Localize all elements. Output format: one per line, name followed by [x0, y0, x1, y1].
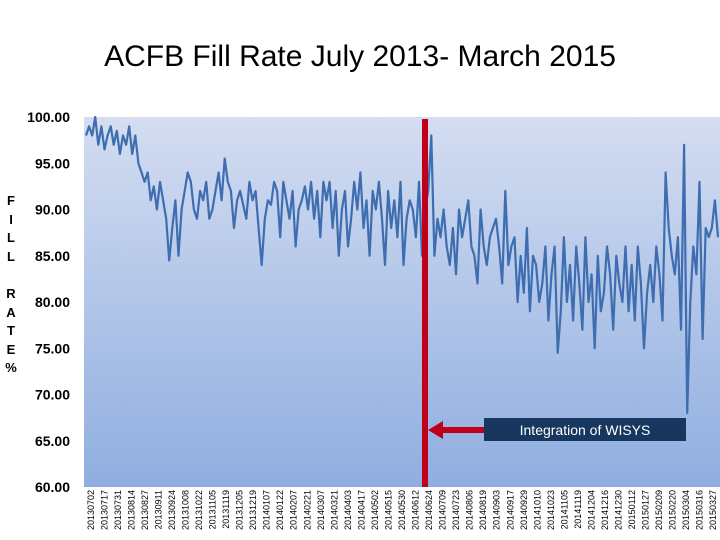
x-tick-label: 20131219: [248, 490, 258, 530]
x-tick-label: 20140307: [316, 490, 326, 530]
chart-title: ACFB Fill Rate July 2013- March 2015: [104, 40, 616, 73]
x-tick-label: 20150327: [708, 490, 718, 530]
y-axis-label-letter: A: [6, 304, 16, 320]
y-axis-label-letter: R: [6, 285, 16, 301]
y-axis-label-letter: T: [7, 323, 15, 339]
x-tick-label: 20131022: [194, 490, 204, 530]
x-tick-label: 20150316: [695, 490, 705, 530]
y-tick-label: 75.00: [35, 340, 70, 356]
x-tick-label: 20130702: [86, 490, 96, 530]
x-tick-label: 20131105: [208, 490, 218, 529]
x-tick-label: 20141023: [546, 490, 556, 530]
y-tick-label: 90.00: [35, 202, 70, 218]
x-tick-label: 20150127: [641, 490, 651, 530]
x-tick-label: 20141105: [559, 490, 569, 529]
y-axis-label-letter: L: [7, 230, 15, 246]
x-tick-label: 20141119: [573, 490, 583, 529]
x-tick-label: 20150220: [668, 490, 678, 530]
x-tick-label: 20130827: [140, 490, 150, 530]
x-tick-label: 20141010: [532, 490, 542, 530]
y-axis-label-letter: L: [7, 248, 15, 264]
y-axis-label-letter: I: [9, 211, 13, 227]
x-tick-label: 20150304: [681, 490, 691, 530]
x-tick-label: 20130717: [99, 490, 109, 530]
x-tick-label: 20141230: [614, 490, 624, 530]
x-tick-label: 20140819: [478, 490, 488, 530]
x-tick-label: 20140321: [329, 490, 339, 530]
x-tick-label: 20140806: [465, 490, 475, 530]
x-tick-label: 20140723: [451, 490, 461, 530]
x-tick-label: 20140403: [343, 490, 353, 530]
x-tick-label: 20140515: [383, 490, 393, 530]
annotation-box: [484, 418, 686, 441]
x-tick-label: 20140502: [370, 490, 380, 530]
y-tick-label: 100.00: [27, 109, 70, 125]
x-tick-label: 20140624: [424, 490, 434, 530]
x-tick-label: 20130911: [153, 490, 163, 529]
x-tick-label: 20131119: [221, 490, 231, 529]
y-tick-label: 70.00: [35, 387, 70, 403]
x-tick-label: 20140107: [262, 490, 272, 530]
y-axis-label-letter: %: [5, 360, 17, 376]
x-tick-label: 20140221: [302, 490, 312, 530]
x-tick-label: 20140903: [492, 490, 502, 530]
y-tick-label: 80.00: [35, 294, 70, 310]
x-tick-label: 20130814: [126, 490, 136, 530]
y-tick-label: 95.00: [35, 155, 70, 171]
x-tick-label: 20130924: [167, 490, 177, 530]
x-tick-label: 20131205: [235, 490, 245, 530]
x-tick-label: 20140929: [519, 490, 529, 530]
x-tick-label: 20140612: [411, 490, 421, 530]
y-axis-label-letter: E: [6, 341, 16, 357]
integration-arrow: [428, 421, 484, 439]
y-tick-label: 65.00: [35, 433, 70, 449]
x-tick-label: 20131008: [180, 490, 190, 530]
x-tick-label: 20140709: [438, 490, 448, 530]
x-tick-label: 20140417: [356, 490, 366, 530]
annotation-label: Integration of WISYS: [520, 422, 651, 438]
x-tick-label: 20141204: [586, 490, 596, 530]
y-tick-label: 60.00: [35, 479, 70, 495]
y-axis-label-letter: F: [7, 193, 15, 208]
x-tick-label: 20150112: [627, 490, 637, 529]
x-tick-label: 20140917: [505, 490, 515, 530]
series-line: [84, 115, 720, 415]
x-tick-label: 20141216: [600, 490, 610, 530]
x-tick-label: 20140207: [289, 490, 299, 530]
x-tick-label: 20140530: [397, 490, 407, 530]
x-tick-label: 20140122: [275, 490, 285, 530]
x-tick-label: 20150209: [654, 490, 664, 530]
x-tick-label: 20130731: [113, 490, 123, 530]
y-tick-label: 85.00: [35, 248, 70, 264]
